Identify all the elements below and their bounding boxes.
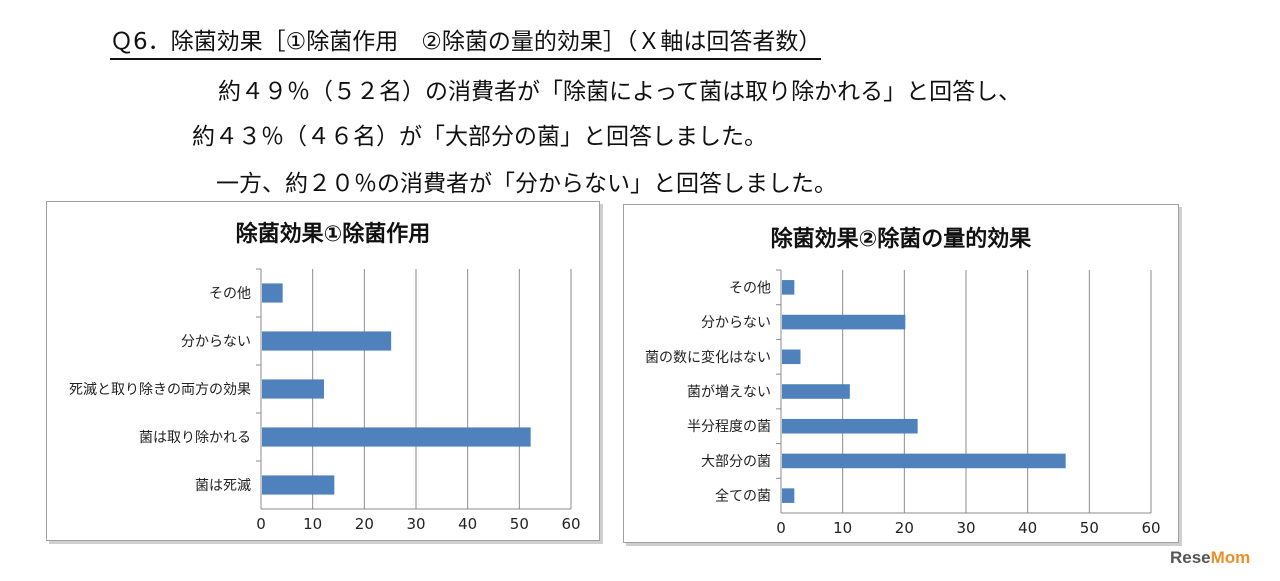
bar (262, 427, 531, 447)
category-label: その他 (209, 286, 251, 302)
x-tick-label: 50 (1080, 519, 1099, 537)
category-label: 分からない (181, 334, 251, 350)
bar (262, 331, 392, 351)
bar (782, 488, 795, 503)
category-label: 菌は死滅 (195, 478, 251, 494)
chart-title: 除菌効果②除菌の量的効果 (770, 227, 1032, 252)
x-tick-label: 40 (1018, 519, 1037, 537)
summary-line-1: 約４９％（５２名）の消費者が「除菌によって菌は取り除かれる」と回答し、 (218, 79, 1022, 105)
x-tick-label: 10 (303, 515, 322, 533)
chart-plot: 0 10 20 30 40 50 60 その他分からない菌の数に変化はない菌が増えない半分程度… (645, 269, 1161, 537)
chart-plot: 0 10 20 30 40 50 60 その他分からない死滅と取り除きの両方の効果菌は取り除か… (69, 268, 581, 533)
logo-text-b: Mom (1210, 548, 1251, 567)
category-label: 菌は取り除かれる (139, 430, 251, 446)
x-tick-label: 60 (1141, 519, 1160, 537)
category-label: 菌が増えない (687, 385, 771, 401)
x-tick-label: 50 (510, 515, 529, 533)
resemom-logo: ReseMom (1170, 548, 1250, 568)
category-label: 大部分の菌 (701, 454, 771, 470)
logo-text-a: Rese (1170, 548, 1211, 567)
bar (782, 384, 850, 399)
bar (262, 475, 335, 495)
bar (262, 283, 283, 303)
chart-sterilization-action: 除菌効果①除菌作用 0 10 20 30 40 50 60 その他分からない死滅と取り除きの両… (46, 201, 600, 541)
category-label: 全ての菌 (715, 488, 771, 505)
bar (262, 379, 324, 399)
bar (782, 314, 906, 330)
summary-line-3: 一方、約２０％の消費者が「分からない」と回答しました。 (216, 171, 837, 197)
x-tick-label: 60 (561, 515, 580, 533)
summary-line-2: 約４３％（４６名）が「大部分の菌」と回答しました。 (192, 124, 767, 150)
chart-quantitative-effect: 除菌効果②除菌の量的効果 0 10 20 30 40 50 60 その他分からない菌の数に変化… (623, 204, 1179, 543)
bar (782, 349, 801, 365)
x-tick-label: 20 (895, 519, 914, 537)
x-tick-label: 0 (256, 515, 266, 533)
x-tick-label: 0 (776, 519, 786, 537)
x-tick-label: 30 (956, 519, 975, 537)
bar (782, 418, 918, 434)
chart-title: 除菌効果①除菌作用 (235, 222, 431, 247)
category-label: 菌の数に変化はない (645, 349, 771, 366)
x-tick-label: 30 (406, 515, 425, 533)
x-tick-label: 20 (355, 515, 374, 533)
category-label: 分からない (701, 315, 771, 331)
bar (782, 453, 1066, 469)
x-tick-label: 10 (833, 519, 852, 537)
page-heading: Ｑ6．除菌効果［①除菌作用 ②除菌の量的効果］（Ｘ軸は回答者数） (110, 22, 822, 60)
category-label: 半分程度の菌 (687, 419, 771, 435)
category-label: その他 (729, 280, 771, 296)
bar (782, 280, 795, 295)
category-label: 死滅と取り除きの両方の効果 (69, 382, 251, 398)
x-tick-label: 40 (458, 515, 477, 533)
